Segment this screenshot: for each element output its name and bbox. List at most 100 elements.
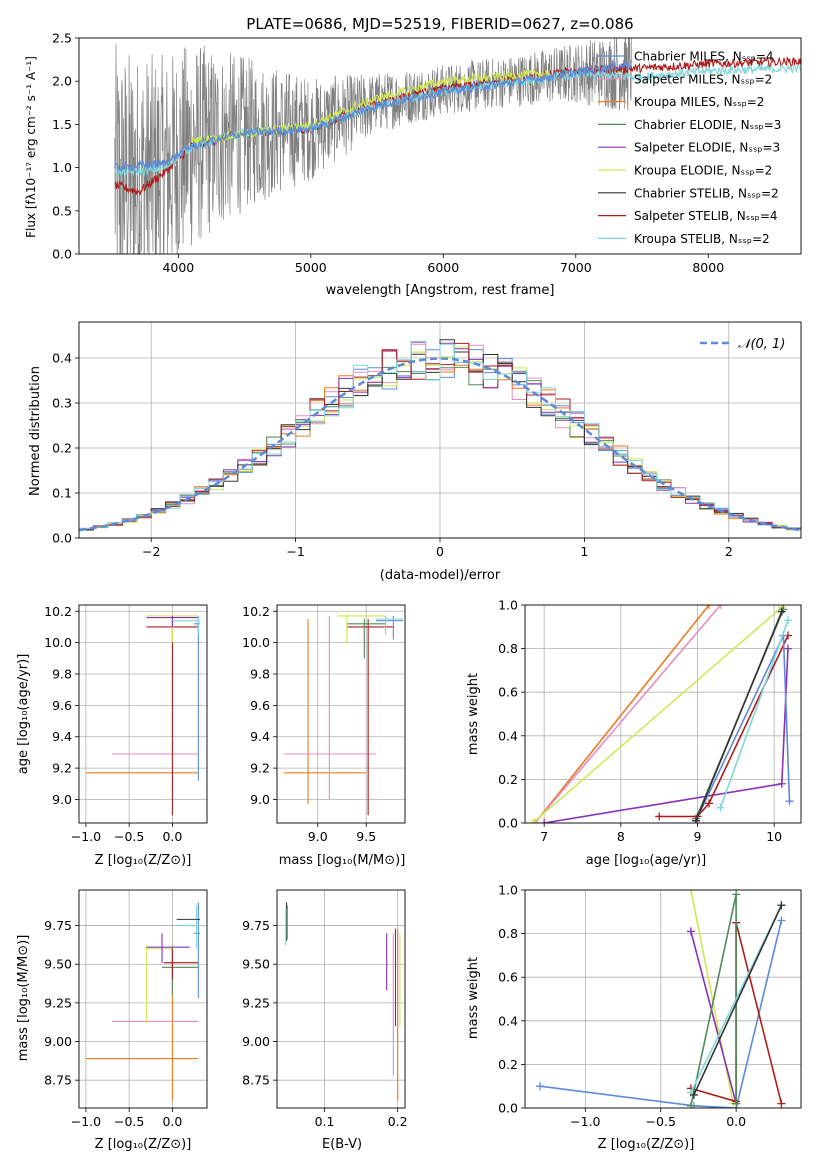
mass_vs_Z-xtick-label: −1.0 [71,1114,101,1129]
age_vs_Z-ytick-label: 9.6 [52,698,72,713]
weight_vs_Z-series-chabrier-miles-marker [777,916,786,925]
age_vs_mass-ytick-label: 9.4 [250,729,270,744]
residuals-ylabel: Normed distribution [28,366,43,496]
histogram-kroupa-stelib [79,340,801,538]
legend-label-kroupa-stelib: Kroupa STELIB, Nₛₛₚ=2 [634,232,770,246]
spectrum-legend: Chabrier MILES, Nₛₛₚ=4 Salpeter MILES, Nₛ… [598,50,781,246]
age_vs_mass-point-salpeter-stelib [346,619,394,816]
age_vs_Z-ytick-label: 9.2 [52,761,72,776]
weight_vs_Z-plot-area [536,890,786,1108]
spectrum-ytick-label: 0.5 [52,203,72,218]
mass_vs_ebv-xtick-label: 0.2 [388,1114,408,1129]
residuals-xtick-label: 1 [580,544,588,559]
spectrum-xtick-label: 5000 [295,260,327,275]
spectrum-ytick-label: 0.0 [52,247,72,262]
mass-vs-metallicity-xlabel: Z [log₁₀(Z/Z⊙)] [95,1137,192,1152]
age_vs_mass-point-kroupa-elodie [337,614,386,643]
spectrum-ytick-label: 1.0 [52,160,72,175]
weight_vs_age-xtick-label: 10 [766,829,782,844]
weight_vs_Z-series-chabrier-stelib [693,904,783,1096]
weight_vs_Z-ytick-label: 0.0 [498,1101,518,1116]
legend-label-salpeter-miles: Salpeter MILES, Nₛₛₚ=2 [634,72,772,86]
residuals-xtick-label: 2 [725,544,733,559]
mass_vs_Z-ytick-label: 8.75 [44,1073,72,1088]
residuals-ytick-label: 0.2 [52,441,72,456]
age_vs_mass-point-salpeter-miles [283,615,376,800]
mass_vs_Z-point-salpeter-stelib [163,948,199,980]
weight_vs_Z-series-chabrier-stelib-marker [777,901,786,910]
residuals-xtick-label: 0 [436,544,444,559]
spectrum-xlabel: wavelength [Angstrom, rest frame] [326,283,555,298]
weight_vs_Z-ytick-label: 0.6 [498,970,518,985]
age_vs_Z-xtick-label: −1.0 [71,829,101,844]
weight_vs_Z-series-chabrier-stelib-marker [689,1090,698,1099]
weight_vs_age-series-kroupa-elodie-marker [528,819,537,823]
mass_vs_ebv-plot-area [285,902,401,1101]
spectrum-xtick-label: 4000 [162,260,194,275]
age_vs_mass-ytick-label: 9.8 [250,667,270,682]
mass_vs_ebv-ytick-label: 8.75 [242,1073,270,1088]
weight_vs_age-series-chabrier-stelib-marker [691,816,700,823]
mass-vs-metallicity-panel: −1.0 −0.5 0.0 8.75 9.00 9.25 9.50 9.75 [44,889,208,1129]
age_vs_Z-ytick-label: 10.0 [44,635,72,650]
weight_vs_Z-ytick-label: 0.8 [498,926,518,941]
weight_vs_Z-ytick-label: 0.2 [498,1057,518,1072]
age_vs_mass-ytick-label: 9.0 [250,792,270,807]
legend-label-chabrier-miles: Chabrier MILES, Nₛₛₚ=4 [634,50,774,64]
legend-label-chabrier-stelib: Chabrier STELIB, Nₛₛₚ=2 [634,186,779,200]
weight_vs_Z-series-chabrier-miles-marker [536,1082,545,1091]
weight_vs_age-plot-area [528,605,794,823]
mass_vs_Z-point-kroupa-elodie [145,945,173,1023]
weight_vs_Z-series-chabrier-elodie-marker [686,1101,695,1108]
residuals-plot-area [79,339,801,538]
mass_vs_ebv-ytick-label: 9.50 [242,957,270,972]
weight_vs_age-series-salpeter-miles-marker [716,605,725,609]
figure-title: PLATE=0686, MJD=52519, FIBERID=0627, z=0… [246,15,633,33]
residuals-xtick-label: −2 [142,544,160,559]
mass-vs-metallicity-ylabel: mass [log₁₀(M/M⊙)] [16,935,31,1062]
normal-curve [79,357,801,532]
mass_vs_Z-ytick-label: 9.75 [44,918,72,933]
weight_vs_age-series-kroupa-stelib-marker [783,616,792,625]
legend-label-salpeter-elodie: Salpeter ELODIE, Nₛₛₚ=3 [634,141,780,155]
age_vs_Z-ytick-label: 9.0 [52,792,72,807]
age-vs-metallicity-panel: −1.0 −0.5 0.0 9.0 9.2 9.4 9.6 9.8 10.0 10.2 [44,604,208,844]
weight_vs_Z-xtick-label: 0.0 [726,1114,746,1129]
age_vs_mass-ytick-label: 9.2 [250,761,270,776]
weight_vs_age-series-chabrier-stelib [695,611,783,822]
weight_vs_age-series-chabrier-miles-marker [785,797,794,806]
weight_vs_age-ytick-label: 1.0 [498,598,518,613]
weight-vs-age-panel: 7 8 9 10 0.0 0.2 0.4 0.6 0.8 1.0 [498,598,802,844]
mass-vs-ebv-panel: 0.1 0.2 8.75 9.00 9.25 9.50 9.75 [242,889,408,1129]
weight-vs-metallicity-ylabel: mass weight [466,957,481,1039]
weight_vs_age-ytick-label: 0.6 [498,685,518,700]
legend-label-salpeter-stelib: Salpeter STELIB, Nₛₛₚ=4 [634,209,778,223]
age_vs_mass-ytick-label: 10.2 [242,604,270,619]
weight_vs_age-ytick-label: 0.2 [498,772,518,787]
mass_vs_Z-point-kroupa-stelib [176,905,201,949]
age-vs-mass-xlabel: mass [log₁₀(M/M⊙)] [279,853,406,868]
mass_vs_Z-xtick-label: 0.0 [162,1114,182,1129]
mass_vs_Z-ytick-label: 9.00 [44,1034,72,1049]
mass_vs_ebv-ytick-label: 9.00 [242,1034,270,1049]
residuals-frame [78,321,802,539]
age_vs_mass-point-kroupa-miles [283,619,367,805]
spectrum-series-kroupa-elodie [191,68,550,146]
weight_vs_age-ytick-label: 0.8 [498,641,518,656]
weight_vs_Z-series-kroupa-elodie [690,890,734,1104]
age_vs_Z-xtick-label: −0.5 [114,829,144,844]
weight_vs_age-xtick-label: 7 [540,829,548,844]
spectrum-panel: 4000 5000 6000 7000 8000 0.0 0.5 1.0 1.5 2.0 2.5 [52,31,802,275]
mass_vs_ebv-ytick-label: 9.25 [242,995,270,1010]
spectrum-xtick-label: 6000 [427,260,459,275]
age_vs_Z-xtick-label: 0.0 [162,829,182,844]
weight_vs_age-series-salpeter-stelib [659,635,789,818]
weight_vs_Z-ytick-label: 1.0 [498,883,518,898]
age_vs_Z-ytick-label: 10.2 [44,604,72,619]
weight_vs_Z-series-chabrier-elodie-marker [732,890,741,899]
age_vs_Z-point-chabrier-miles [194,615,201,781]
age_vs_mass-ytick-label: 9.6 [250,698,270,713]
spectrum-xtick-label: 7000 [560,260,592,275]
weight-vs-metallicity-xlabel: Z [log₁₀(Z/Z⊙)] [598,1137,695,1152]
